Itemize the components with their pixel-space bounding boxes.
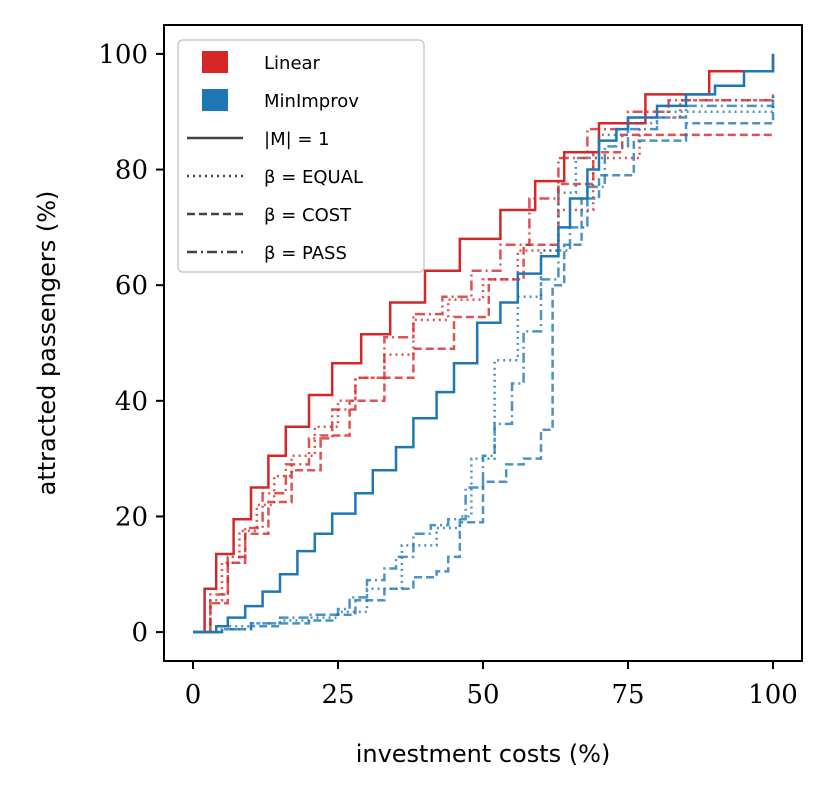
series-line-3 — [193, 94, 775, 634]
legend: Linear MinImprov |M| = 1 β = EQUAL β = COST β… — [177, 39, 425, 273]
y-tick-label-2: 40 — [115, 387, 148, 417]
y-ticks: 0 20 40 60 80 100 — [98, 40, 164, 648]
series-line-0 — [193, 53, 775, 634]
y-tick-label-3: 60 — [115, 271, 148, 301]
legend-label-4: β = COST — [264, 205, 352, 226]
x-ticks: 0 25 50 75 100 — [185, 661, 798, 710]
series-line-4 — [193, 53, 775, 634]
series-line-5 — [193, 100, 775, 634]
x-tick-label-0: 0 — [185, 680, 202, 710]
x-axis-title: investment costs (%) — [356, 740, 611, 768]
legend-label-0: Linear — [264, 53, 321, 74]
legend-label-1: MinImprov — [264, 91, 359, 112]
legend-swatch-1 — [202, 89, 228, 111]
y-tick-label-5: 100 — [98, 40, 148, 70]
y-tick-label-4: 80 — [115, 156, 148, 186]
legend-label-3: β = EQUAL — [264, 167, 363, 188]
plot-lines — [193, 53, 775, 634]
legend-box — [177, 39, 425, 273]
legend-entries: Linear MinImprov |M| = 1 β = EQUAL β = COST β… — [187, 51, 363, 264]
x-tick-label-3: 75 — [611, 680, 644, 710]
y-tick-label-0: 0 — [131, 618, 148, 648]
x-tick-label-2: 50 — [466, 680, 499, 710]
y-axis-title: attracted passengers (%) — [33, 191, 61, 496]
legend-label-5: β = PASS — [264, 243, 347, 264]
series-line-6 — [193, 105, 775, 634]
x-tick-label-4: 100 — [748, 680, 798, 710]
legend-label-2: |M| = 1 — [264, 129, 330, 150]
legend-swatch-0 — [202, 51, 228, 73]
x-tick-label-1: 25 — [321, 680, 354, 710]
y-tick-label-1: 20 — [115, 502, 148, 532]
